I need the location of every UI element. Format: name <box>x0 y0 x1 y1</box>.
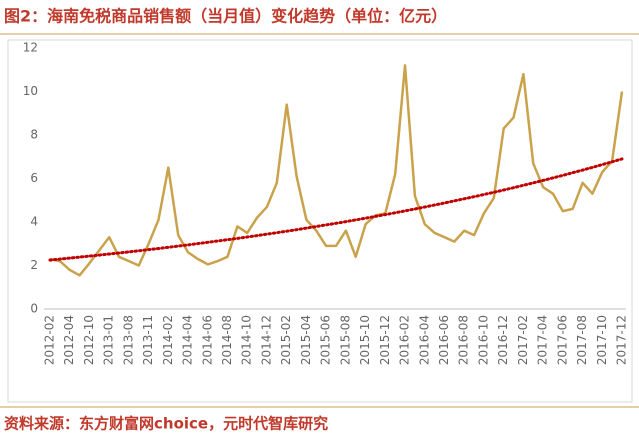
x-tick-label: 2014-08 <box>220 315 234 365</box>
x-tick-label: 2015-02 <box>279 315 293 365</box>
chart-title: 图2：海南免税商品销售额（当月值）变化趋势（单位：亿元） <box>4 7 447 26</box>
y-tick-label: 12 <box>23 41 38 55</box>
x-tick-label: 2015-06 <box>319 315 333 365</box>
x-tick-label: 2014-06 <box>200 315 214 365</box>
x-tick-label: 2013-01 <box>102 315 116 365</box>
x-tick-label: 2017-10 <box>595 315 609 365</box>
y-tick-label: 2 <box>30 258 38 272</box>
x-tick-label: 2017-12 <box>615 315 629 365</box>
y-tick-label: 6 <box>30 171 38 185</box>
x-tick-label: 2012-04 <box>62 315 76 365</box>
x-tick-label: 2015-12 <box>378 315 392 365</box>
y-tick-label: 0 <box>30 302 38 316</box>
y-tick-label: 8 <box>30 128 38 142</box>
x-tick-label: 2017-04 <box>536 315 550 365</box>
x-tick-label: 2012-02 <box>43 315 57 365</box>
x-tick-label: 2017-08 <box>575 315 589 365</box>
y-tick-label: 10 <box>23 84 38 98</box>
plot-frame <box>7 39 633 403</box>
x-tick-label: 2016-04 <box>417 315 431 365</box>
x-tick-label: 2017-06 <box>555 315 569 365</box>
x-tick-label: 2016-08 <box>457 315 471 365</box>
x-tick-label: 2012-10 <box>82 315 96 365</box>
trend-line <box>48 157 624 262</box>
x-tick-label: 2015-04 <box>299 315 313 365</box>
x-tick-label: 2014-04 <box>181 315 195 365</box>
x-tick-label: 2013-08 <box>121 315 135 365</box>
x-tick-label: 2017-02 <box>516 315 530 365</box>
x-tick-label: 2015-08 <box>338 315 352 365</box>
x-tick-label: 2014-02 <box>161 315 175 365</box>
x-tick-label: 2016-10 <box>476 315 490 365</box>
x-tick-label: 2014-12 <box>259 315 273 365</box>
x-tick-label: 2016-06 <box>437 315 451 365</box>
y-tick-label: 4 <box>30 215 38 229</box>
source-note: 资料来源：东方财富网choice，元时代智库研究 <box>4 415 328 433</box>
x-tick-label: 2015-10 <box>358 315 372 365</box>
x-tick-label: 2016-12 <box>496 315 510 365</box>
x-tick-label: 2014-10 <box>240 315 254 365</box>
x-tick-label: 2016-02 <box>398 315 412 365</box>
x-tick-label: 2013-11 <box>141 315 155 365</box>
